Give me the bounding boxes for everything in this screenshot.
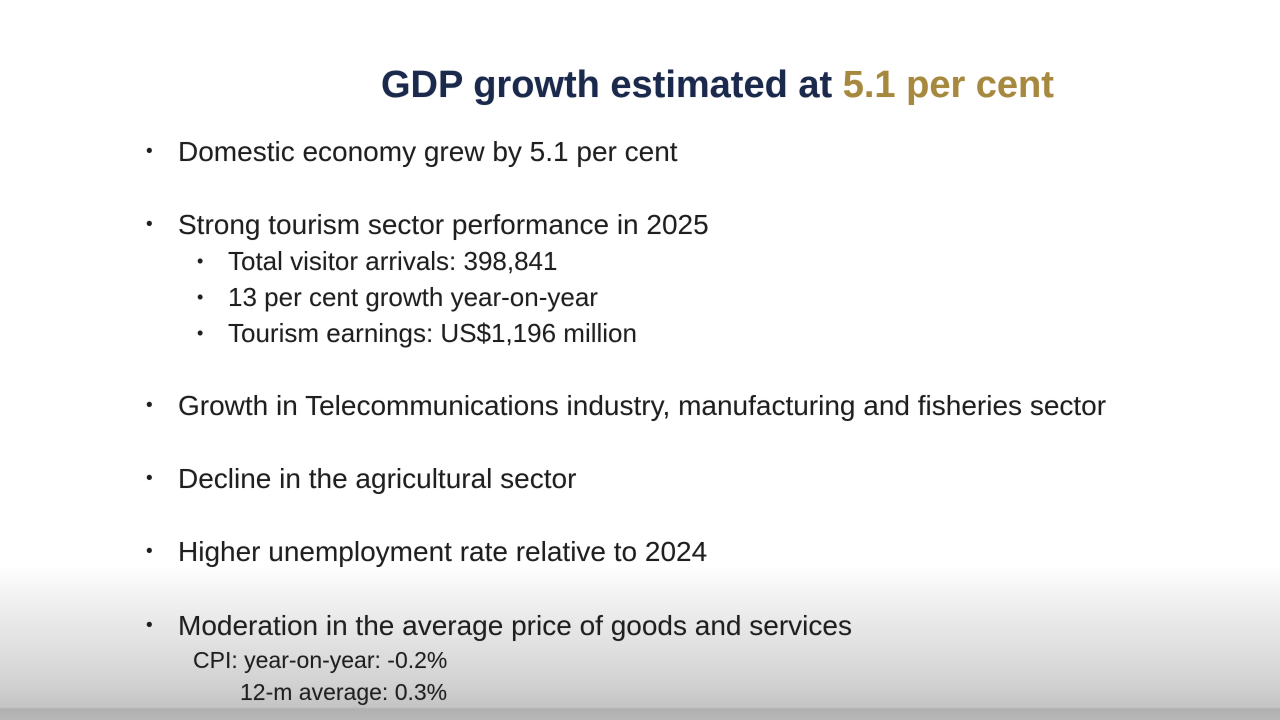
bullet-unemployment: • Higher unemployment rate relative to 2… xyxy=(146,534,707,570)
bullet-dot-icon: • xyxy=(197,287,204,307)
cpi-year-on-year-line: CPI: year-on-year: -0.2% xyxy=(193,645,447,675)
bullet-dot-icon: • xyxy=(146,541,153,562)
bullet-dot-icon: • xyxy=(146,615,153,636)
bullet-text: Domestic economy grew by 5.1 per cent xyxy=(178,136,678,167)
bullet-telecom-growth: • Growth in Telecommunications industry,… xyxy=(146,388,1106,424)
bullet-text: 13 per cent growth year-on-year xyxy=(228,282,598,312)
bullet-dot-icon: • xyxy=(146,395,153,416)
bullet-text: Moderation in the average price of goods… xyxy=(178,610,852,641)
bullet-dot-icon: • xyxy=(197,251,204,271)
bullet-text: 12-m average: 0.3% xyxy=(240,679,448,705)
slide-title: GDP growth estimated at 5.1 per cent xyxy=(381,64,1054,107)
bullet-dot-icon: • xyxy=(146,468,153,489)
bullet-text: Total visitor arrivals: 398,841 xyxy=(228,246,558,276)
slide-title-highlight: 5.1 per cent xyxy=(842,64,1054,106)
bullet-tourism-performance: • Strong tourism sector performance in 2… xyxy=(146,207,709,243)
bullet-text: CPI: year-on-year: -0.2% xyxy=(193,647,448,673)
bullet-dot-icon: • xyxy=(146,141,153,162)
bullet-dot-icon: • xyxy=(197,323,204,343)
bullet-price-moderation: • Moderation in the average price of goo… xyxy=(146,608,852,644)
subbullet-growth-yoy: • 13 per cent growth year-on-year xyxy=(197,280,598,314)
subbullet-tourism-earnings: • Tourism earnings: US$1,196 million xyxy=(197,316,637,350)
bullet-text: Decline in the agricultural sector xyxy=(178,463,577,494)
subbullet-visitor-arrivals: • Total visitor arrivals: 398,841 xyxy=(197,244,557,278)
bullet-text: Growth in Telecommunications industry, m… xyxy=(178,390,1107,421)
cpi-12m-average-line: 12-m average: 0.3% xyxy=(240,677,447,707)
bullet-domestic-economy: • Domestic economy grew by 5.1 per cent xyxy=(146,134,678,170)
bullet-text: Tourism earnings: US$1,196 million xyxy=(228,318,637,348)
bullet-text: Strong tourism sector performance in 202… xyxy=(178,209,709,240)
slide-title-prefix: GDP growth estimated at xyxy=(381,64,843,106)
bullet-dot-icon: • xyxy=(146,214,153,235)
bullet-agriculture-decline: • Decline in the agricultural sector xyxy=(146,461,576,497)
bullet-text: Higher unemployment rate relative to 202… xyxy=(178,536,708,567)
